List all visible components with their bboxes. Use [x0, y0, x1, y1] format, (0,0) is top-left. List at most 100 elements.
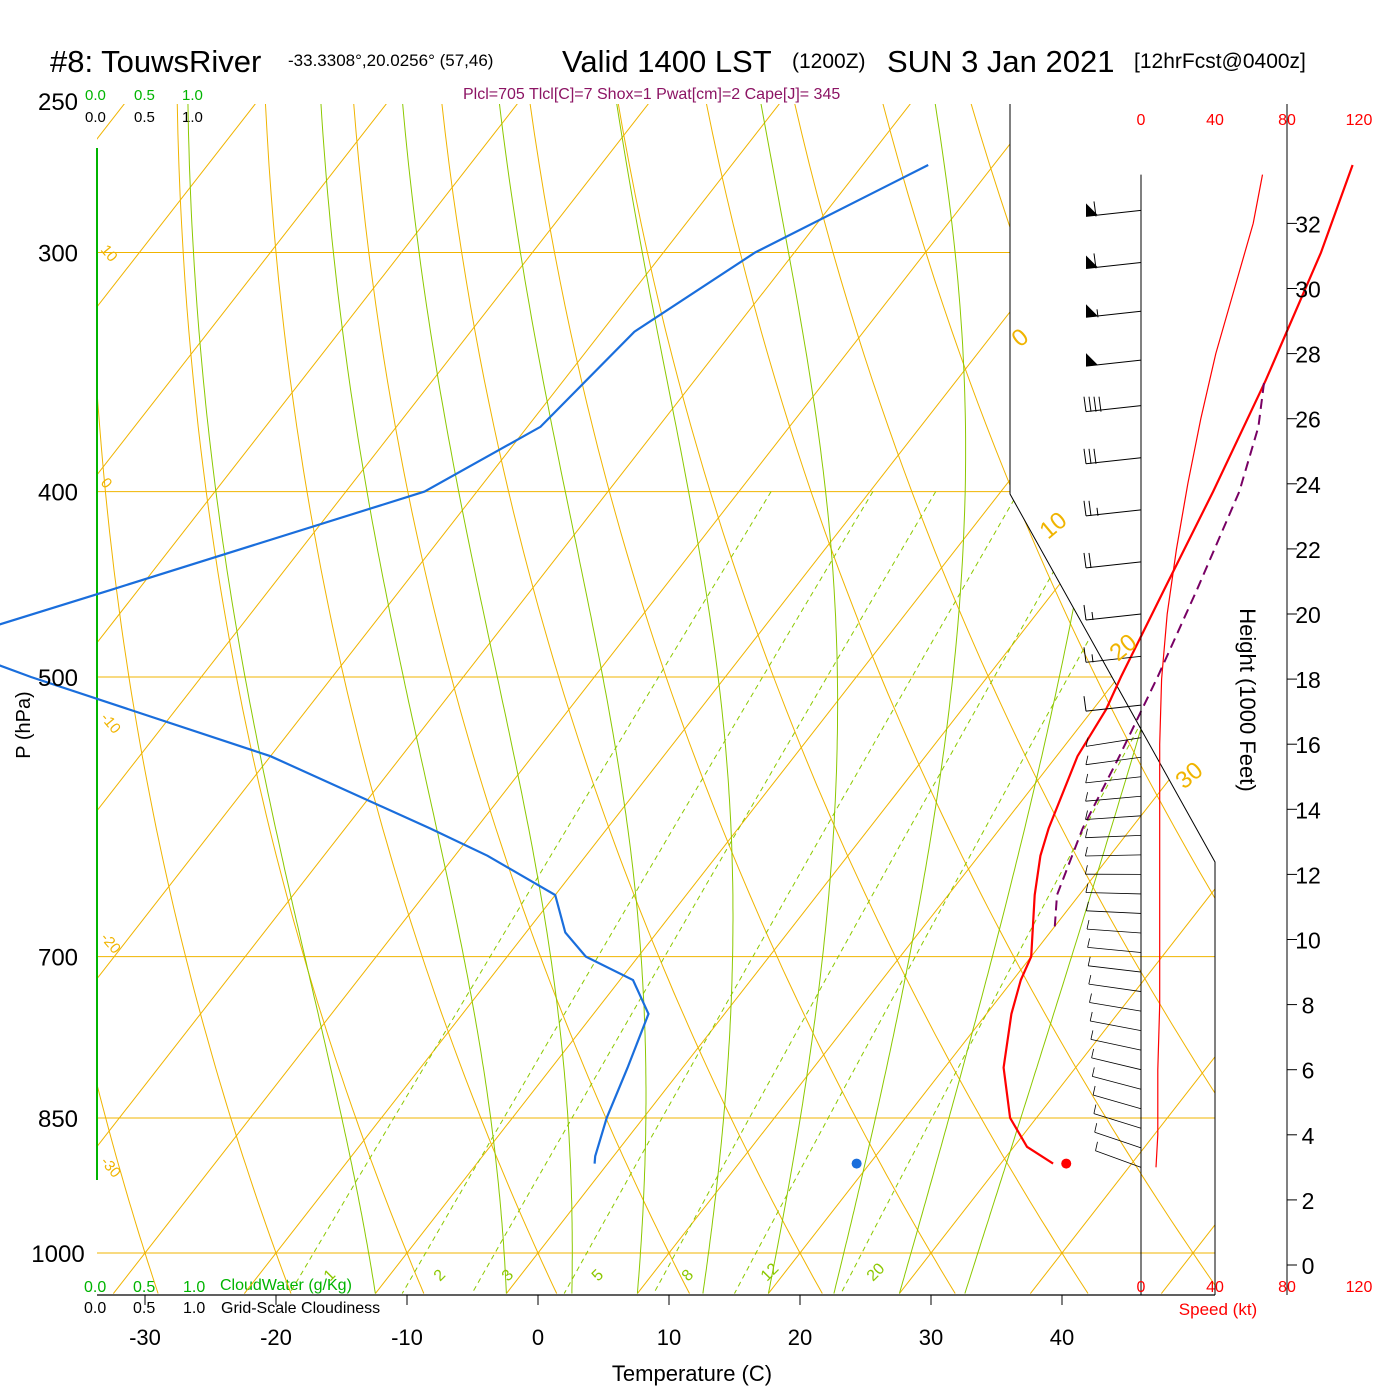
mixing-ratio-line: [471, 491, 937, 1294]
surface-temperature-dot: [1061, 1158, 1072, 1169]
valid-time: Valid 1400 LST: [562, 44, 772, 79]
moist-adiabat: [754, 104, 839, 1294]
isotherm: [0, 67, 22, 1293]
mixing-ratio-label: 8: [679, 1266, 697, 1284]
dry-adiabat-label: -30: [97, 1154, 124, 1182]
temp-tick-30: 30: [919, 1325, 943, 1350]
valid-date: SUN 3 Jan 2021: [887, 44, 1114, 79]
height-tick-16: 16: [1295, 732, 1321, 758]
wind-barb-low: [1085, 828, 1142, 839]
skewt-grid: [0, 67, 1216, 1296]
speed-axis-title: Speed (kt): [1179, 1300, 1257, 1319]
pressure-tick-500: 500: [38, 665, 78, 692]
speed-tick-top-120: 120: [1346, 112, 1373, 129]
dry-adiabat-label: -20: [97, 930, 124, 958]
indices-line: Plcl=705 Tlcl[C]=7 Shox=1 Pwat[cm]=2 Cap…: [463, 86, 840, 103]
wind-barb-low-tick: [1089, 1011, 1093, 1022]
wind-barb-low-tick: [1090, 1030, 1094, 1040]
wind-barb: [1085, 304, 1142, 318]
height-tick-0: 0: [1302, 1253, 1315, 1279]
wind-barb-full: [1083, 647, 1087, 663]
station-coords: -33.3308°,20.0256° (57,46): [288, 51, 493, 70]
theta-label-right: 20: [1105, 629, 1143, 667]
height-tick-26: 26: [1295, 407, 1321, 433]
height-tick-32: 32: [1295, 211, 1321, 237]
dry-adiabat: [1134, 104, 1215, 1294]
wind-barb-low-tick: [1085, 810, 1088, 820]
cloud-scale-bottom-black: 0.0 0.5 1.0 Grid-Scale Cloudiness: [84, 1300, 380, 1317]
wind-barb: [1083, 448, 1142, 465]
wind-barb-low-staff: [1085, 776, 1142, 784]
cloud-scale-top-black: 0.0 0.5 1.0: [85, 109, 203, 126]
wind-barb-staff: [1085, 561, 1142, 569]
isotherm: [97, 104, 940, 1294]
plot-right-edge: [1009, 104, 1216, 1295]
theta-label-right: 0: [1007, 323, 1035, 352]
wind-barb-full: [1083, 604, 1087, 621]
wind-barb-full: [1083, 396, 1087, 412]
wind-barb-low: [1090, 1030, 1142, 1051]
cloud-scale-top-green: 0.0 0.5 1.0: [85, 87, 203, 104]
speed-tick-top-80: 80: [1278, 112, 1296, 129]
wind-barb-half: [1091, 654, 1094, 663]
mixing-ratio-label: 2: [431, 1266, 449, 1284]
forecast-label: [12hrFcst@0400z]: [1134, 50, 1306, 73]
wind-barb-low: [1089, 993, 1142, 1012]
pressure-tick-300: 300: [38, 241, 78, 268]
cloud-scale-top-green-2: 1.0: [182, 87, 203, 104]
theta-label-right: 10: [1035, 507, 1073, 545]
wind-barb-low: [1087, 956, 1142, 973]
temp-tick--30: -30: [129, 1325, 161, 1350]
wind-barb-low-staff: [1092, 1076, 1142, 1090]
isotherm: [374, 104, 1215, 1294]
wind-barb-low-tick: [1085, 792, 1088, 802]
dry-adiabat: [437, 104, 823, 1294]
height-tick-4: 4: [1302, 1123, 1315, 1149]
wind-barb: [1085, 253, 1142, 269]
isotherm: [97, 104, 547, 1294]
wind-barb-staff: [1085, 405, 1142, 413]
pressure-tick-850: 850: [38, 1106, 78, 1133]
dry-adiabat: [873, 104, 1215, 1294]
wind-barb: [1083, 500, 1142, 517]
mixing-ratio-line: [653, 491, 1100, 1294]
moist-adiabat: [399, 104, 573, 1294]
temp-tick--20: -20: [260, 1325, 292, 1350]
wind-barb-low-tick: [1085, 755, 1089, 765]
wind-barb-low: [1094, 1123, 1142, 1149]
height-tick-12: 12: [1295, 862, 1321, 888]
wind-barb-low-tick: [1085, 737, 1089, 747]
wind-barb-full: [1088, 396, 1092, 412]
isotherm: [243, 104, 1202, 1294]
wind-barb-full: [1088, 552, 1092, 568]
wind-barb-low-staff: [1090, 1039, 1142, 1051]
wind-panel: 0246810121416182022242628303200404080801…: [1083, 104, 1373, 1296]
pressure-tick-1000: 1000: [31, 1241, 84, 1268]
wind-barb-low: [1085, 846, 1142, 857]
zulu-time: (1200Z): [792, 50, 866, 73]
pressure-tick-250: 250: [38, 89, 78, 116]
wind-barb-low-staff: [1085, 892, 1142, 895]
mixing-ratio-line: [563, 491, 1020, 1294]
isotherm: [1160, 104, 1215, 1294]
moist-adiabat: [898, 104, 1126, 1294]
moist-adiabat: [833, 104, 967, 1294]
wind-barb-half: [1096, 507, 1099, 516]
wind-barb-low-tick: [1085, 828, 1088, 838]
wind-barb-full: [1083, 696, 1087, 712]
height-tick-28: 28: [1295, 342, 1321, 368]
moist-adiabat: [610, 104, 734, 1294]
wind-barb-low-staff: [1091, 1057, 1142, 1071]
speed-tick-top-40: 40: [1206, 112, 1224, 129]
wind-barb: [1083, 647, 1142, 663]
y-axis-title: P (hPa): [13, 691, 35, 758]
pressure-tick-400: 400: [38, 480, 78, 507]
wind-barb-low-tick: [1094, 1123, 1098, 1133]
cloud-scale-bottom-black-2: 1.0: [183, 1300, 205, 1317]
wind-barb-full: [1088, 500, 1092, 516]
mixing-ratio-label: 3: [499, 1266, 517, 1284]
moist-adiabat: [964, 104, 1215, 1294]
isotherm: [1029, 104, 1215, 1294]
wind-barb-low: [1089, 1011, 1142, 1032]
